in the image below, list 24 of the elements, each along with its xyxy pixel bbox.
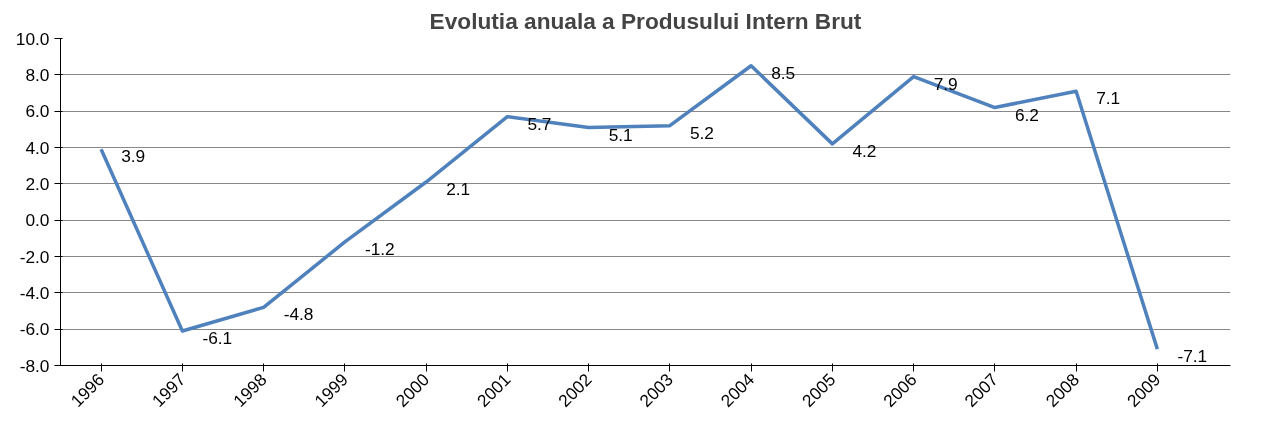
- data-label: -4.8: [283, 304, 314, 325]
- y-tick-label: 8.0: [25, 64, 50, 85]
- y-tick-label: -6.0: [19, 319, 50, 340]
- data-label: 4.2: [852, 140, 877, 161]
- data-label: 2.1: [446, 179, 471, 200]
- data-label: 3.9: [121, 146, 146, 167]
- y-tick-label: 4.0: [25, 137, 50, 158]
- chart-title: Evolutia anuala a Produsului Intern Brut: [429, 7, 862, 34]
- y-tick-label: 2.0: [25, 173, 50, 194]
- data-label: 5.2: [689, 122, 714, 143]
- data-label: -7.1: [1177, 346, 1208, 367]
- data-label: 5.1: [608, 124, 633, 145]
- y-tick-label: 6.0: [25, 101, 50, 122]
- y-tick-label: -2.0: [19, 246, 50, 267]
- data-label: 7.1: [1096, 88, 1121, 109]
- data-label: -6.1: [202, 327, 233, 348]
- y-tick-label: -8.0: [19, 355, 50, 376]
- line-series: [99, 64, 1160, 351]
- data-label: 8.5: [771, 62, 796, 83]
- data-label: -1.2: [364, 238, 395, 259]
- y-tick-label: 10.0: [15, 28, 50, 49]
- y-tick-label: -4.0: [19, 282, 50, 303]
- data-label: 6.2: [1014, 104, 1039, 125]
- y-tick-label: 0.0: [25, 210, 50, 231]
